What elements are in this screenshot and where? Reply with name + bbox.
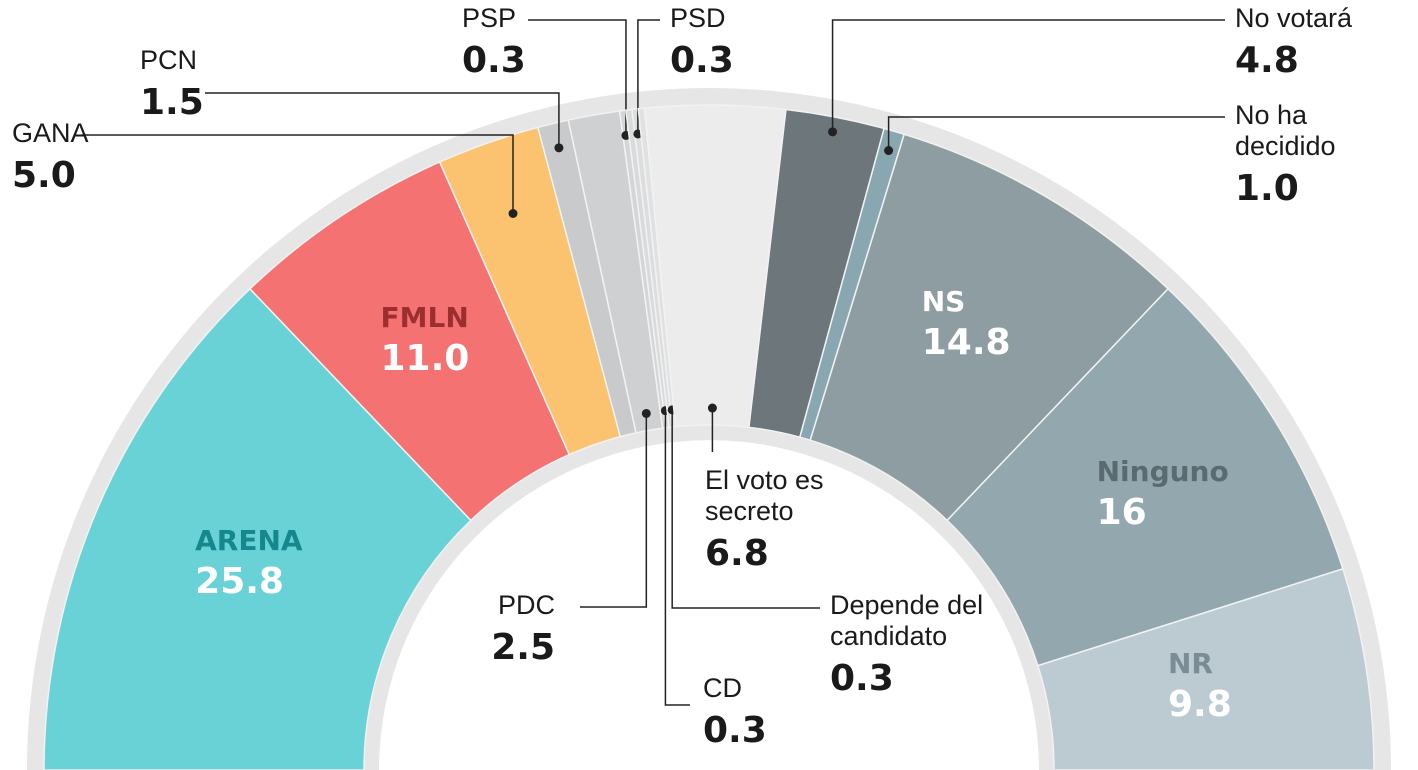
category-label: CD <box>703 673 742 703</box>
category-label: GANA <box>12 118 89 148</box>
value-label: 0.3 <box>462 40 526 82</box>
leader-dot <box>508 209 518 219</box>
category-label: NR <box>1167 646 1213 680</box>
value-label: 25.8 <box>195 561 284 603</box>
category-label: El voto es secreto <box>705 465 824 527</box>
value-label: 9.8 <box>1167 683 1232 725</box>
value-label: 1.0 <box>1235 168 1299 210</box>
value-label: 1.5 <box>140 82 204 124</box>
leader-line <box>580 413 648 608</box>
value-label: 0.3 <box>703 710 767 752</box>
segment-label: GANA 5.0 <box>12 118 89 196</box>
value-label: 16 <box>1096 491 1147 533</box>
leader-line <box>831 19 1225 132</box>
leader-line <box>887 116 1225 151</box>
value-label: 4.8 <box>1235 40 1299 82</box>
segment-label: El voto es secreto 6.8 <box>705 465 875 574</box>
leader-line <box>528 19 627 136</box>
category-label: PSD <box>670 3 726 33</box>
leader-dot <box>554 143 564 153</box>
leader-line <box>205 92 560 148</box>
value-label: 5.0 <box>12 155 76 197</box>
category-label: No ha decidido <box>1235 100 1336 162</box>
segment-label: PDC 2.5 <box>491 590 555 668</box>
segment-label: No votará 4.8 <box>1235 3 1352 81</box>
category-label: No votará <box>1235 3 1353 33</box>
category-label: PCN <box>140 45 198 75</box>
segment-label: NR 9.8 <box>1168 647 1232 725</box>
value-label: 0.3 <box>830 658 894 700</box>
leader-dot <box>641 408 651 418</box>
category-label: PSP <box>462 3 517 33</box>
segment-label: ARENA 25.8 <box>195 524 302 602</box>
segment-label: FMLN 11.0 <box>380 301 469 379</box>
value-label: 14.8 <box>921 321 1011 363</box>
leader-dot <box>707 403 717 413</box>
value-label: 11.0 <box>380 338 470 380</box>
leader-line <box>82 134 514 214</box>
value-label: 0.3 <box>670 40 734 82</box>
leader-line <box>637 19 660 134</box>
segment-label: Depende del candidato 0.3 <box>830 590 1000 699</box>
category-label: ARENA <box>195 524 303 558</box>
leader-line <box>671 409 820 609</box>
segment-label: PSD 0.3 <box>670 3 734 81</box>
category-label: Ninguno <box>1096 454 1229 488</box>
segment-label: Ninguno 16 <box>1097 455 1229 533</box>
category-label: Depende del candidato <box>830 590 984 652</box>
value-label: 6.8 <box>705 533 769 575</box>
category-label: PDC <box>497 590 555 620</box>
segment-label: CD 0.3 <box>703 673 767 751</box>
segment-label: PSP 0.3 <box>462 3 526 81</box>
leader-dot <box>884 146 894 156</box>
segment-label: PCN 1.5 <box>140 45 204 123</box>
category-label: FMLN <box>380 301 469 335</box>
segment-label: No ha decidido 1.0 <box>1235 100 1405 209</box>
leader-line <box>664 410 690 706</box>
leader-dot <box>828 127 838 137</box>
value-label: 2.5 <box>491 627 555 669</box>
category-label: NS <box>921 284 966 318</box>
segment-label: NS 14.8 <box>922 285 1011 363</box>
